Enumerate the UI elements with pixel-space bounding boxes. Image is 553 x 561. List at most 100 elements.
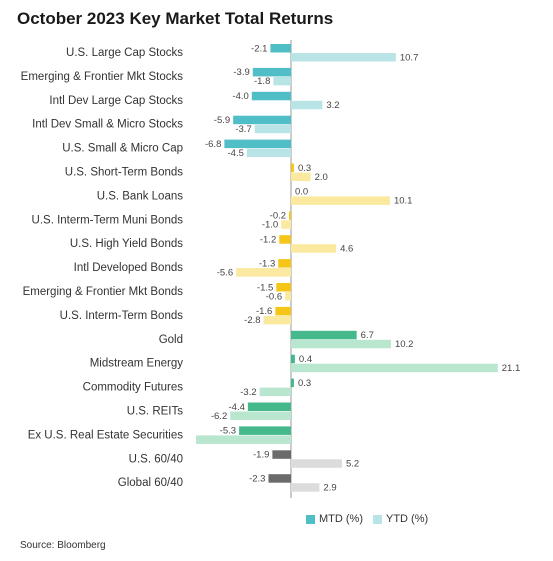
bar-ytd bbox=[291, 100, 323, 110]
data-label-ytd: -2.8 bbox=[244, 315, 260, 326]
data-label-mtd: 0.3 bbox=[298, 378, 311, 389]
bar-ytd bbox=[291, 363, 498, 373]
bar-ytd bbox=[291, 483, 320, 492]
legend-item-ytd: YTD (%) bbox=[373, 513, 428, 525]
data-label-ytd: 10.1 bbox=[394, 196, 413, 207]
bar-mtd bbox=[279, 235, 291, 244]
bar-mtd bbox=[239, 426, 291, 435]
bar-ytd bbox=[246, 148, 291, 158]
data-label-mtd: -1.5 bbox=[257, 282, 273, 293]
data-label-mtd: -4.4 bbox=[229, 402, 245, 413]
data-label-ytd: 10.2 bbox=[395, 339, 414, 350]
bar-ytd bbox=[291, 339, 391, 349]
data-label-ytd: 10.7 bbox=[400, 52, 419, 63]
bar-ytd bbox=[196, 435, 291, 444]
data-label-ytd: -3.7 bbox=[235, 124, 251, 135]
data-label-ytd: -1.8 bbox=[254, 76, 270, 87]
data-label-mtd: -1.3 bbox=[259, 258, 275, 269]
category-label: U.S. Bank Loans bbox=[97, 190, 184, 202]
bar-ytd bbox=[236, 268, 291, 277]
bar-ytd bbox=[259, 387, 291, 397]
category-label: U.S. Large Cap Stocks bbox=[66, 47, 183, 59]
data-label-mtd: -1.9 bbox=[253, 450, 269, 461]
bar-ytd bbox=[281, 220, 291, 229]
category-label: U.S. Short-Term Bonds bbox=[65, 166, 183, 178]
bar-mtd bbox=[278, 259, 291, 268]
bar-mtd bbox=[251, 91, 291, 101]
data-label-ytd: 21.1 bbox=[502, 363, 521, 374]
legend-label-mtd: MTD (%) bbox=[319, 513, 363, 525]
chart-legend: MTD (%) YTD (%) bbox=[306, 513, 438, 525]
category-label: U.S. 60/40 bbox=[129, 453, 183, 465]
bar-mtd bbox=[289, 211, 291, 220]
bar-ytd bbox=[273, 76, 291, 86]
data-label-ytd: -1.0 bbox=[262, 220, 278, 231]
bar-mtd bbox=[291, 163, 294, 172]
legend-swatch-ytd bbox=[373, 514, 382, 524]
bar-ytd bbox=[291, 53, 396, 62]
data-label-mtd: -0.2 bbox=[270, 211, 286, 222]
legend-swatch-mtd bbox=[306, 514, 315, 524]
category-label: Global 60/40 bbox=[118, 477, 183, 489]
category-label: Intl Developed Bonds bbox=[74, 262, 184, 274]
bar-mtd bbox=[276, 283, 291, 292]
category-label: U.S. Small & Micro Cap bbox=[62, 143, 183, 155]
bar-ytd bbox=[291, 172, 311, 181]
bar-mtd bbox=[275, 306, 291, 316]
category-label: Emerging & Frontier Mkt Stocks bbox=[21, 71, 184, 83]
bar-ytd bbox=[291, 244, 337, 253]
data-label-mtd: -2.1 bbox=[251, 43, 267, 54]
bar-mtd bbox=[233, 115, 291, 125]
bar-mtd bbox=[272, 450, 291, 459]
category-label: U.S. Interm-Term Muni Bonds bbox=[32, 214, 184, 226]
bar-ytd bbox=[291, 196, 390, 205]
data-label-mtd: -2.3 bbox=[249, 473, 265, 484]
bar-mtd bbox=[291, 354, 295, 364]
category-label: U.S. High Yield Bonds bbox=[70, 238, 183, 250]
data-label-ytd: 5.2 bbox=[346, 459, 359, 470]
data-label-mtd: -5.3 bbox=[220, 426, 236, 437]
bar-mtd bbox=[247, 402, 291, 411]
category-label: Intl Dev Small & Micro Stocks bbox=[32, 119, 183, 131]
category-label: Midstream Energy bbox=[90, 358, 184, 370]
bar-ytd bbox=[263, 315, 291, 325]
data-label-ytd: 2.9 bbox=[323, 482, 336, 493]
category-label: Emerging & Frontier Mkt Bonds bbox=[23, 286, 184, 298]
data-label-ytd: 3.2 bbox=[326, 100, 339, 111]
bar-mtd bbox=[268, 474, 291, 483]
data-label-mtd: -1.6 bbox=[256, 306, 272, 317]
data-label-mtd: 0.4 bbox=[299, 354, 312, 365]
bar-mtd bbox=[224, 139, 291, 149]
category-label: Intl Dev Large Cap Stocks bbox=[49, 95, 183, 107]
category-label: Commodity Futures bbox=[83, 382, 184, 394]
data-label-mtd: 6.7 bbox=[361, 330, 374, 341]
chart-title: October 2023 Key Market Total Returns bbox=[17, 9, 334, 28]
bar-mtd bbox=[291, 330, 357, 340]
bar-ytd bbox=[285, 292, 291, 301]
data-label-mtd: 0.3 bbox=[298, 163, 311, 174]
legend-label-ytd: YTD (%) bbox=[386, 513, 429, 525]
category-label: Ex U.S. Real Estate Securities bbox=[28, 429, 184, 441]
legend-item-mtd: MTD (%) bbox=[306, 513, 363, 525]
bar-ytd bbox=[291, 459, 342, 468]
data-label-ytd: -6.2 bbox=[211, 411, 227, 422]
data-label-ytd: 4.6 bbox=[340, 243, 353, 254]
bar-mtd bbox=[252, 67, 291, 77]
category-label: Gold bbox=[159, 334, 183, 346]
category-label: U.S. REITs bbox=[127, 405, 183, 417]
data-label-mtd: -6.8 bbox=[205, 139, 221, 150]
bar-ytd bbox=[254, 124, 291, 134]
bar-mtd bbox=[291, 378, 294, 388]
bar-mtd bbox=[270, 44, 291, 53]
data-label-ytd: -4.5 bbox=[228, 148, 244, 159]
data-label-ytd: -5.6 bbox=[217, 267, 233, 278]
bar-ytd bbox=[230, 411, 291, 420]
data-label-mtd: 0.0 bbox=[295, 187, 308, 198]
data-label-ytd: 2.0 bbox=[315, 172, 328, 183]
data-label-mtd: -3.9 bbox=[233, 67, 249, 78]
data-label-mtd: -1.2 bbox=[260, 234, 276, 245]
source-note: Source: Bloomberg bbox=[20, 540, 106, 551]
data-label-ytd: -3.2 bbox=[240, 387, 256, 398]
data-label-mtd: -5.9 bbox=[214, 115, 230, 126]
